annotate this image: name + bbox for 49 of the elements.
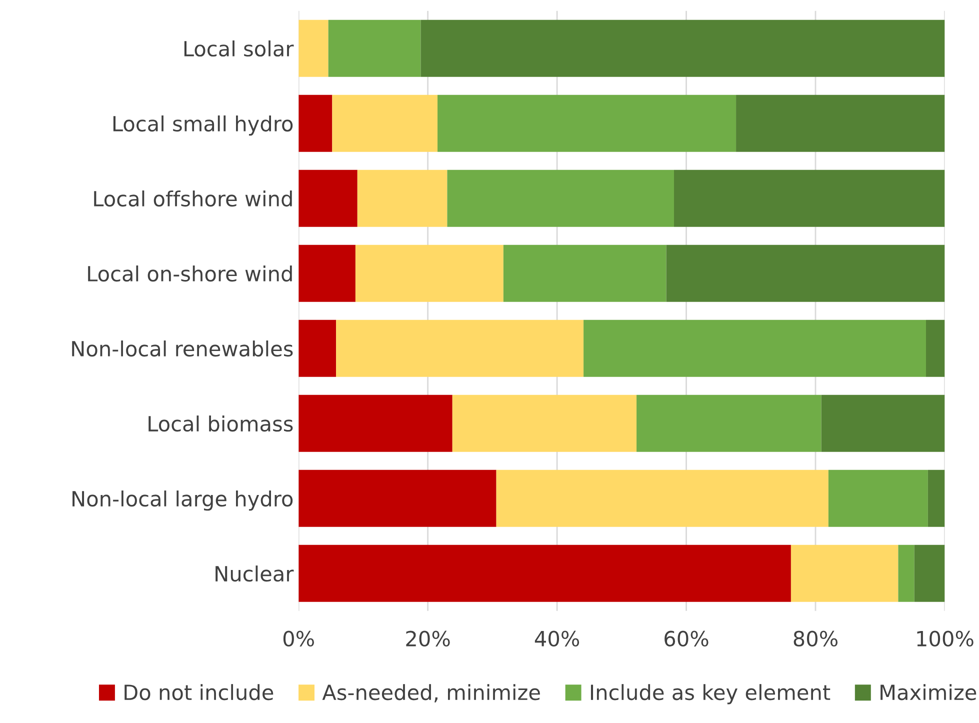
bar [298, 94, 332, 152]
bar [452, 394, 637, 452]
y-tick-label: Non-local large hydro [72, 490, 293, 511]
bar [790, 544, 898, 602]
bar [357, 170, 448, 227]
legend-label: As-needed, minimize [322, 684, 540, 702]
bar [666, 244, 945, 302]
x-tick-label: 20% [406, 630, 450, 647]
legend-label: Do not include [124, 684, 274, 700]
bar [736, 94, 945, 152]
bar [496, 470, 828, 527]
bar [821, 394, 945, 452]
y-tick-label: Non-local renewables [72, 340, 293, 357]
bar [298, 470, 496, 527]
bar [928, 470, 945, 527]
x-tick-label: 80% [794, 630, 838, 647]
bar [828, 470, 928, 527]
x-tick-label: 40% [534, 630, 580, 647]
x-tick-label: 60% [664, 630, 708, 647]
bar [298, 394, 452, 452]
y-tick-label: Local biomass [148, 415, 293, 432]
bar [447, 170, 674, 227]
y-tick-label: Local small hydro [113, 115, 293, 136]
bar [898, 544, 914, 602]
bar [503, 244, 666, 302]
bar [420, 20, 945, 77]
y-tick-label: Nuclear [216, 566, 294, 582]
bar [298, 170, 358, 227]
y-tick-label: Local on-shore wind [88, 265, 292, 282]
y-tick-label: Local solar [184, 40, 294, 57]
bar [328, 20, 421, 77]
bar [332, 94, 438, 152]
x-tick-label: 100% [917, 630, 974, 647]
bar [584, 320, 926, 377]
bar [336, 320, 584, 377]
bar [636, 394, 822, 452]
y-tick-label: Local offshore wind [94, 190, 292, 207]
legend-label: Maximize [880, 684, 976, 700]
bar [926, 320, 945, 377]
bar [298, 20, 328, 77]
bar [298, 544, 791, 602]
bar [298, 320, 336, 377]
legend-label: Include as key element [590, 684, 830, 704]
bar [298, 244, 356, 302]
x-tick-label: 0% [283, 630, 314, 647]
bar [674, 170, 945, 227]
bar [355, 244, 504, 302]
bar [914, 544, 945, 602]
bar [438, 94, 736, 152]
